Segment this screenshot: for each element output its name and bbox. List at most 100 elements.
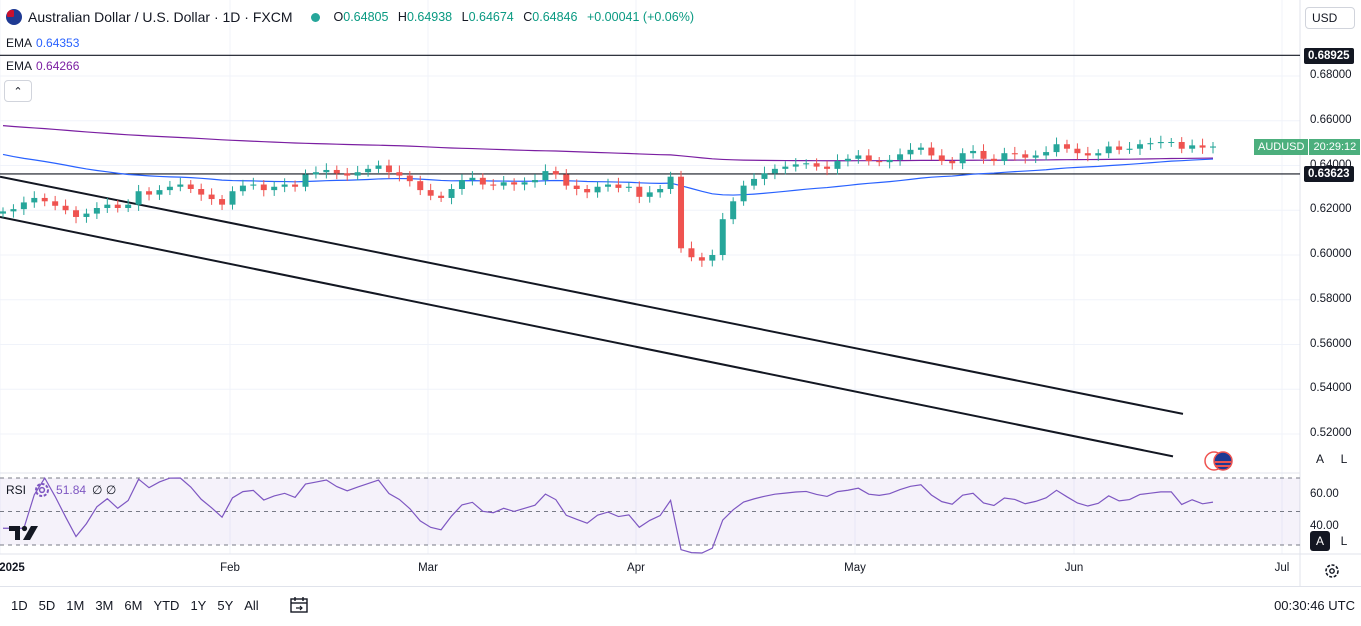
candle-body: [1053, 144, 1060, 153]
currency-label: USD: [1312, 11, 1338, 25]
currency-button[interactable]: USD: [1305, 7, 1355, 29]
candle-body: [385, 165, 392, 173]
candle-body: [531, 180, 538, 183]
candle-body: [1189, 145, 1196, 149]
candle-body: [552, 171, 559, 175]
candle-body: [104, 204, 111, 209]
utc-clock[interactable]: 00:30:46 UTC: [1274, 597, 1355, 613]
candle-body: [375, 165, 382, 169]
candle-body: [219, 199, 226, 205]
rsi-log-scale-label: L: [1340, 534, 1348, 548]
countdown-tag: 20:29:12: [1309, 139, 1361, 155]
range-button[interactable]: 3M: [95, 597, 114, 613]
candle-body: [834, 161, 841, 169]
auto-scale-button[interactable]: A: [1310, 449, 1330, 469]
aud-flag-icon: [6, 9, 22, 25]
candle-body: [657, 188, 664, 193]
candle-body: [448, 188, 455, 198]
grid: [0, 0, 1300, 554]
range-button[interactable]: 6M: [124, 597, 143, 613]
candle-body: [125, 204, 132, 209]
trendlines: [0, 175, 1184, 458]
range-button[interactable]: All: [244, 597, 259, 613]
candle-body: [949, 161, 956, 164]
candle-body: [803, 163, 810, 165]
rsi-legend[interactable]: RSI 51.84 ∅ ∅: [6, 482, 116, 498]
settings-gear-icon[interactable]: [1324, 563, 1340, 579]
symbol-title[interactable]: Australian Dollar / U.S. Dollar · 1D · F…: [28, 9, 293, 25]
rsi-auto-scale-button[interactable]: A: [1310, 531, 1330, 551]
candle-body: [1043, 152, 1050, 156]
candle-body: [41, 197, 48, 202]
candle-body: [615, 184, 622, 188]
price-axis-tick: 0.56000: [1310, 337, 1352, 350]
rsi-log-scale-button[interactable]: L: [1334, 531, 1354, 551]
candle-body: [1105, 146, 1112, 154]
currency-pair-flags-icon[interactable]: [1203, 450, 1235, 472]
candle-body: [667, 176, 674, 189]
collapse-legend-button[interactable]: ⌃: [4, 80, 32, 102]
candle-body: [10, 209, 17, 212]
candle-body: [187, 184, 194, 189]
candle-body: [709, 255, 716, 261]
candle-body: [177, 184, 184, 187]
candle-body: [500, 182, 507, 186]
close-label: C: [523, 10, 533, 24]
candle-body: [490, 184, 497, 186]
range-button[interactable]: 5Y: [217, 597, 234, 613]
ema-slow-value: 0.64266: [36, 59, 80, 73]
candle-body: [312, 172, 319, 175]
range-button[interactable]: 5D: [38, 597, 56, 613]
range-button[interactable]: 1Y: [190, 597, 207, 613]
tradingview-logo[interactable]: [8, 524, 40, 542]
price-axis-tick: 0.62000: [1310, 203, 1352, 216]
candle-body: [146, 191, 153, 195]
candle-body: [166, 186, 173, 191]
range-button[interactable]: 1D: [11, 597, 28, 613]
horizontal-lines: [0, 54, 1300, 175]
ema-legend-fast[interactable]: EMA 0.64353: [6, 36, 79, 50]
log-scale-label: L: [1340, 452, 1348, 466]
auto-scale-label: A: [1315, 452, 1324, 466]
candle-body: [417, 181, 424, 191]
candle-body: [813, 163, 820, 167]
candle-body: [52, 201, 59, 206]
candle-body: [636, 186, 643, 197]
open-value: 0.64805: [343, 10, 389, 24]
candle-body: [542, 171, 549, 181]
candle-body: [865, 155, 872, 162]
high-label: H: [397, 10, 407, 24]
lower-level-tag: 0.63623: [1304, 166, 1354, 182]
time-axis-tick: May: [844, 562, 866, 574]
candle-body: [281, 184, 288, 187]
candle-body: [855, 155, 862, 159]
candle-body: [1001, 153, 1008, 162]
candle-body: [573, 185, 580, 189]
rsi-settings-icon[interactable]: [34, 482, 50, 498]
candle-body: [156, 190, 163, 195]
candle-body: [114, 204, 121, 209]
range-button[interactable]: YTD: [153, 597, 180, 613]
candle-body: [1199, 145, 1206, 148]
candle-body: [469, 177, 476, 181]
range-button[interactable]: 1M: [66, 597, 85, 613]
candle-body: [73, 210, 80, 217]
candle-body: [93, 208, 100, 214]
log-scale-button[interactable]: L: [1334, 449, 1354, 469]
candle-body: [396, 172, 403, 176]
low-value: 0.64674: [468, 10, 514, 24]
candle-body: [354, 172, 361, 176]
candle-body: [1147, 143, 1154, 145]
candle-body: [990, 158, 997, 162]
price-axis-tick: 0.60000: [1310, 248, 1352, 260]
candle-body: [31, 197, 38, 203]
ema-legend-slow[interactable]: EMA 0.64266: [6, 59, 79, 73]
calendar-range-icon[interactable]: [289, 596, 309, 614]
candle-body: [302, 174, 309, 187]
current-price-tag: AUDUSD 20:29:12: [1254, 139, 1361, 155]
candle-body: [1178, 142, 1185, 149]
high-value: 0.64938: [406, 10, 453, 24]
chevron-up-icon: ⌃: [13, 85, 23, 98]
candle-body: [344, 173, 351, 176]
